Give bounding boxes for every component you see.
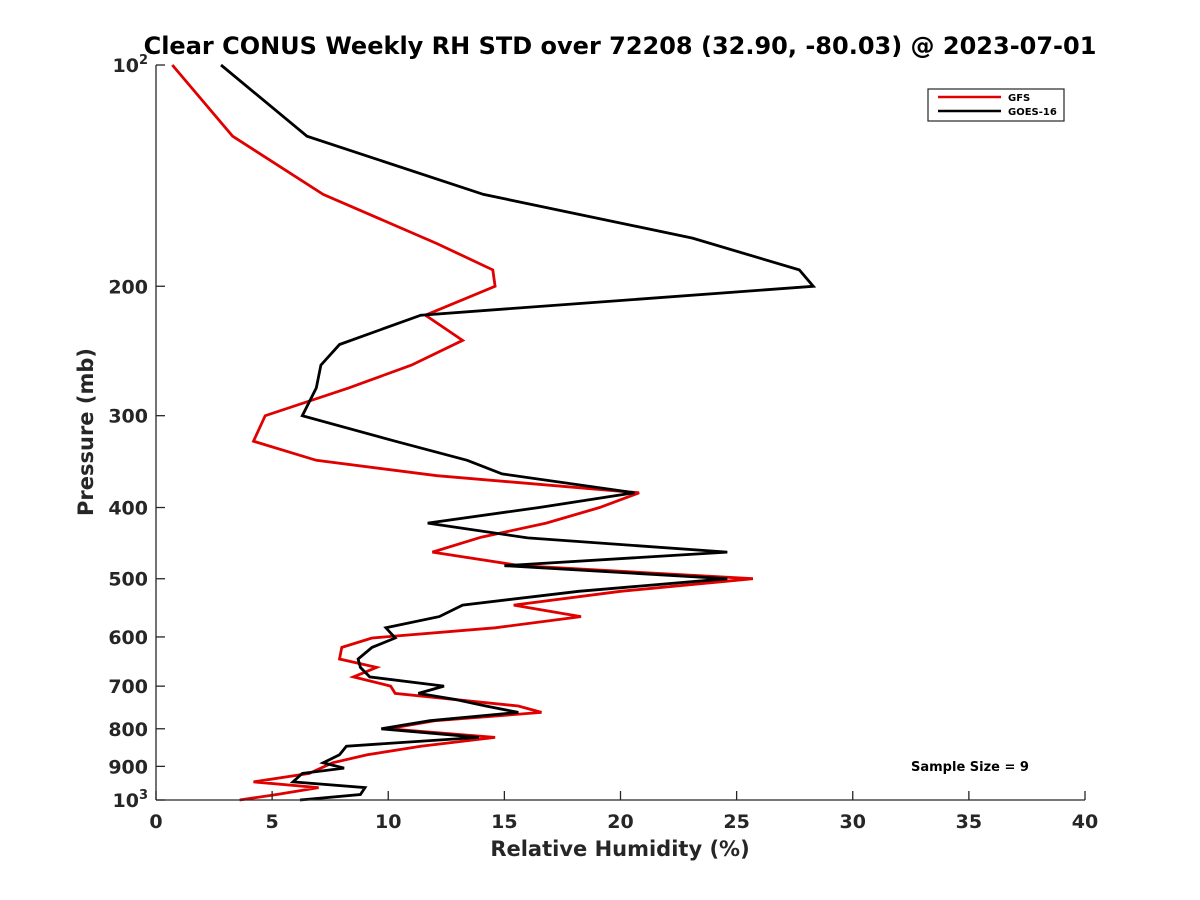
- y-tick-label: 800: [108, 719, 148, 741]
- y-axis-ticks: 102 200 300 400 500 600 700 800 900 103: [108, 53, 165, 812]
- y-tick-label: 900: [108, 756, 148, 778]
- x-tick-label: 35: [956, 811, 982, 833]
- y-tick-label: 400: [108, 498, 148, 520]
- y-tick-label: 600: [108, 627, 148, 649]
- x-tick-label: 5: [266, 811, 279, 833]
- x-axis-ticks: 0 5 10 15 20 25 30 35 40: [149, 791, 1098, 833]
- plot-area: [155, 63, 1085, 802]
- sample-size-annotation: Sample Size = 9: [911, 760, 1029, 775]
- series-layer: [171, 63, 817, 802]
- y-tick-label: 700: [108, 676, 148, 698]
- x-tick-label: 40: [1072, 811, 1098, 833]
- y-axis-label: Pressure (mb): [74, 348, 98, 516]
- y-tick-label: 200: [108, 276, 148, 298]
- x-tick-label: 30: [840, 811, 866, 833]
- x-axis-label: Relative Humidity (%): [490, 837, 749, 861]
- series-line-gfs: [171, 64, 754, 802]
- legend-label-gfs: GFS: [1008, 93, 1030, 104]
- x-tick-label: 0: [149, 811, 162, 833]
- x-tick-label: 20: [607, 811, 633, 833]
- legend-box: [927, 88, 1065, 122]
- y-tick-label: 300: [108, 406, 148, 428]
- y-tick-label: 500: [108, 569, 148, 591]
- chart-legend: GFS GOES-16: [927, 88, 1065, 122]
- x-tick-label: 10: [375, 811, 401, 833]
- y-tick-label: 103: [113, 788, 149, 812]
- y-tick-label: 102: [113, 53, 149, 77]
- x-tick-label: 15: [491, 811, 517, 833]
- x-tick-label: 25: [723, 811, 749, 833]
- legend-label-goes16: GOES-16: [1008, 107, 1057, 118]
- chart-title: Clear CONUS Weekly RH STD over 72208 (32…: [144, 32, 1097, 60]
- series-line-goes16: [220, 63, 817, 802]
